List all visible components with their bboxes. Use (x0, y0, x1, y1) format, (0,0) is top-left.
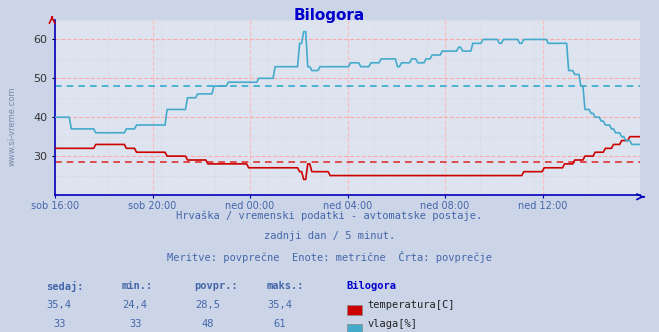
Text: 35,4: 35,4 (268, 300, 293, 310)
Text: Meritve: povprečne  Enote: metrične  Črta: povprečje: Meritve: povprečne Enote: metrične Črta:… (167, 251, 492, 263)
Text: maks.:: maks.: (267, 281, 304, 290)
Text: min.:: min.: (122, 281, 153, 290)
Text: 35,4: 35,4 (47, 300, 72, 310)
Text: Bilogora: Bilogora (346, 281, 396, 290)
Text: zadnji dan / 5 minut.: zadnji dan / 5 minut. (264, 231, 395, 241)
Text: 24,4: 24,4 (123, 300, 148, 310)
Text: 61: 61 (274, 319, 286, 329)
Text: temperatura[C]: temperatura[C] (367, 300, 455, 310)
Text: 33: 33 (53, 319, 65, 329)
Text: 28,5: 28,5 (195, 300, 220, 310)
Text: Bilogora: Bilogora (294, 8, 365, 23)
Text: 48: 48 (202, 319, 214, 329)
Text: 33: 33 (129, 319, 141, 329)
Text: povpr.:: povpr.: (194, 281, 238, 290)
Text: www.si-vreme.com: www.si-vreme.com (7, 86, 16, 166)
Text: vlaga[%]: vlaga[%] (367, 319, 417, 329)
Text: Hrvaška / vremenski podatki - avtomatske postaje.: Hrvaška / vremenski podatki - avtomatske… (177, 211, 482, 221)
Text: sedaj:: sedaj: (46, 281, 84, 291)
